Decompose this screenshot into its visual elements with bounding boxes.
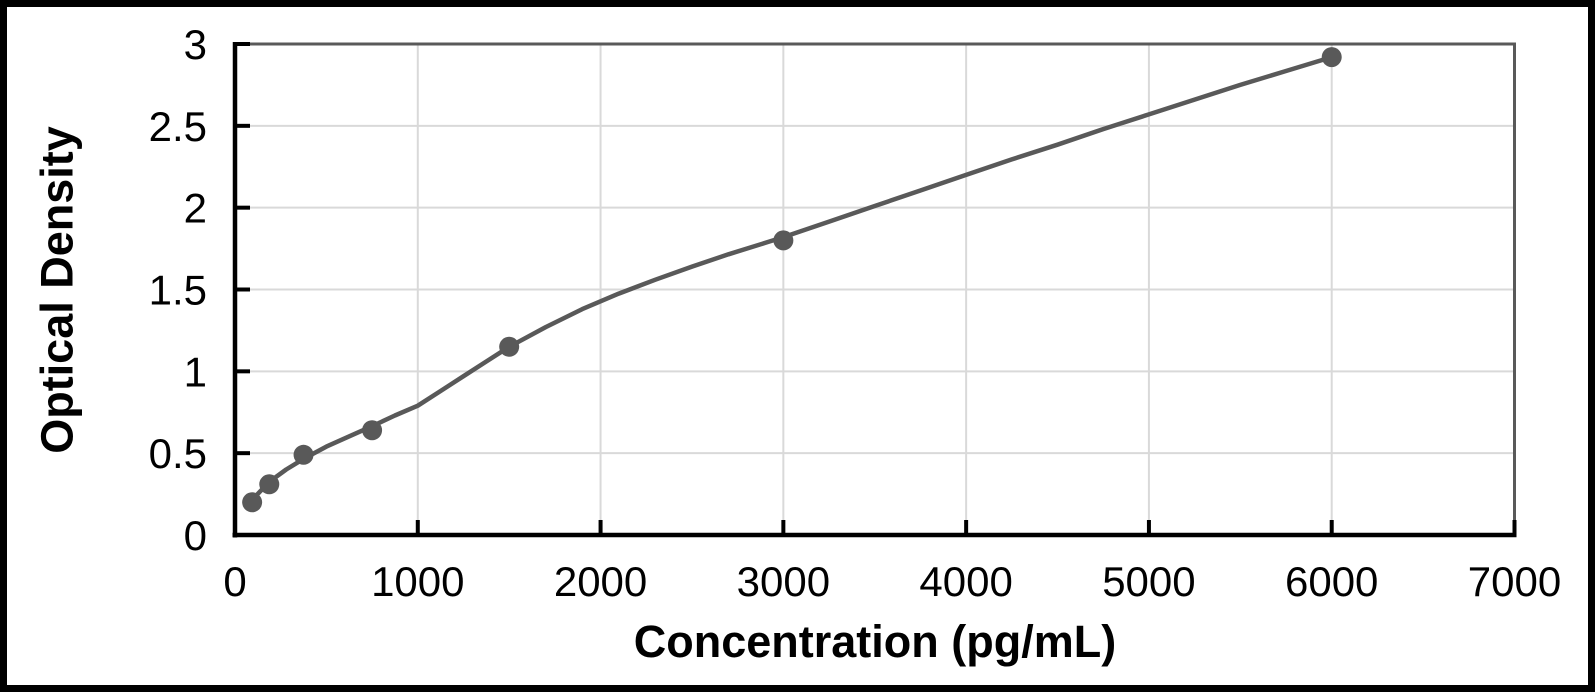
fitted-curve-line xyxy=(249,54,1334,503)
data-point-marker xyxy=(362,420,383,441)
x-tick-label: 3000 xyxy=(737,558,830,605)
data-point-marker xyxy=(293,444,314,465)
data-point-marker xyxy=(773,230,794,251)
x-tick-label: 7000 xyxy=(1468,558,1561,605)
x-axis-title: Concentration (pg/mL) xyxy=(633,616,1117,667)
x-tick-label: 4000 xyxy=(919,558,1012,605)
y-tick-label: 2.5 xyxy=(149,103,207,150)
y-tick-label: 1.5 xyxy=(149,267,207,314)
y-tick-label: 2 xyxy=(184,185,207,232)
y-tick-label: 0 xyxy=(184,512,207,559)
x-tick-label: 2000 xyxy=(554,558,647,605)
y-axis-title: Optical Density xyxy=(31,126,83,454)
x-tick-label: 6000 xyxy=(1285,558,1378,605)
x-tick-label: 0 xyxy=(223,558,246,605)
data-point-marker xyxy=(242,492,263,513)
data-point-marker xyxy=(1321,47,1342,68)
y-tick-label: 0.5 xyxy=(149,430,207,477)
x-tick-label: 1000 xyxy=(371,558,464,605)
y-tick-label: 1 xyxy=(184,348,207,395)
data-point-marker xyxy=(259,474,280,495)
data-point-marker xyxy=(499,336,520,357)
y-tick-label: 3 xyxy=(184,21,207,68)
x-tick-label: 5000 xyxy=(1102,558,1195,605)
